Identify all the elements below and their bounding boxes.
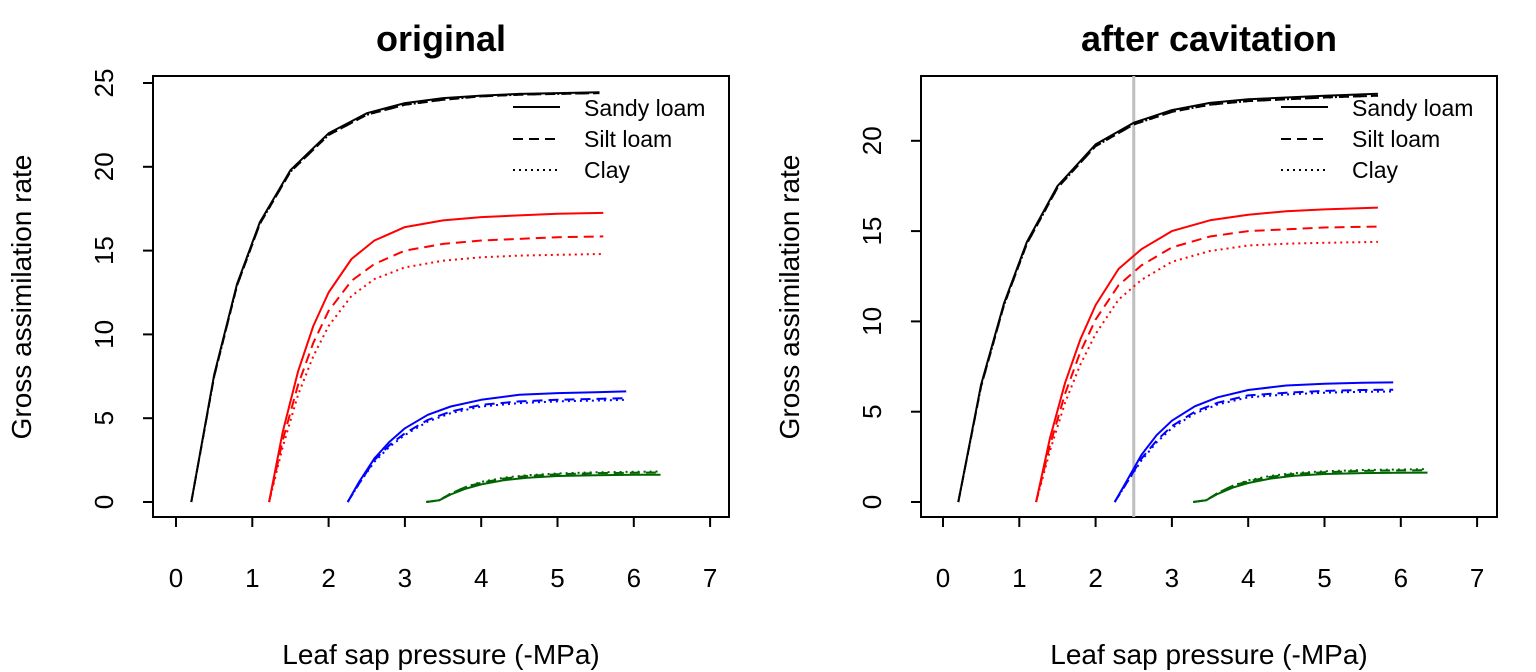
legend-label: Silt loam: [1352, 126, 1440, 152]
series-line-dotted: [1193, 468, 1428, 503]
x-tick-label: 2: [321, 563, 335, 593]
panel-original: original 0 1 2 3 4 5 6 7 0 5 10 15 20 25 Leaf sap pr…: [6, 18, 730, 670]
x-axis-label: Leaf sap pressure (-MPa): [1050, 639, 1367, 670]
legend-label: Sandy loam: [584, 95, 705, 121]
y-tick-label: 20: [89, 152, 119, 181]
series-line-dashed: [1193, 469, 1428, 503]
y-tick-label: 10: [857, 307, 887, 336]
series-line-dashed: [1035, 225, 1378, 503]
series-line-dotted: [1113, 390, 1394, 503]
x-axis: 0 1 2 3 4 5 6 7: [936, 517, 1484, 593]
plot-frame: [152, 75, 730, 518]
series-line-dashed: [1113, 388, 1394, 503]
series-line-dotted: [346, 398, 627, 503]
x-tick-label: 7: [703, 563, 717, 593]
plot-frame: [920, 75, 1498, 518]
y-axis-label: Gross assimilation rate: [6, 155, 37, 440]
series-line-dotted: [1035, 240, 1378, 503]
series-line-dashed: [426, 471, 661, 503]
y-tick-label: 25: [89, 69, 119, 98]
x-tick-label: 0: [169, 563, 183, 593]
x-tick-label: 1: [245, 563, 259, 593]
y-tick-label: 5: [89, 411, 119, 425]
legend-label: Clay: [1352, 157, 1399, 183]
series-line-solid: [957, 92, 1378, 503]
x-tick-label: 3: [398, 563, 412, 593]
series-line-dashed: [346, 397, 627, 503]
series-line-dashed: [190, 92, 600, 503]
x-axis-label: Leaf sap pressure (-MPa): [282, 639, 599, 670]
series-line-solid: [1035, 206, 1378, 503]
x-tick-label: 7: [1470, 563, 1484, 593]
series-lines: [190, 91, 661, 503]
y-tick-label: 0: [857, 495, 887, 509]
y-axis-label: Gross assimilation rate: [774, 155, 805, 440]
x-tick-label: 1: [1012, 563, 1026, 593]
series-lines: [957, 92, 1428, 503]
legend: Sandy loam Silt loam Clay: [513, 95, 705, 183]
chart-title: original: [376, 18, 506, 59]
series-line-dotted: [426, 470, 661, 503]
x-tick-label: 5: [1317, 563, 1331, 593]
y-tick-label: 10: [89, 320, 119, 349]
y-tick-label: 5: [857, 404, 887, 418]
x-tick-label: 2: [1088, 563, 1102, 593]
legend-label: Silt loam: [584, 126, 672, 152]
series-line-dotted: [190, 92, 600, 503]
series-line-solid: [268, 211, 604, 503]
y-tick-label: 20: [857, 126, 887, 155]
y-axis: 0 5 10 15 20: [857, 126, 921, 509]
series-line-dotted: [957, 94, 1378, 503]
x-tick-label: 6: [627, 563, 641, 593]
y-tick-label: 15: [857, 217, 887, 246]
legend-label: Clay: [584, 157, 631, 183]
y-tick-label: 15: [89, 236, 119, 265]
panel-after-cavitation: after cavitation 0 1 2 3 4 5 6 7 0 5 10 15 20 Leaf …: [774, 18, 1498, 670]
legend-label: Sandy loam: [1352, 95, 1473, 121]
x-tick-label: 4: [1241, 563, 1255, 593]
series-line-dotted: [268, 253, 604, 503]
x-tick-label: 4: [474, 563, 488, 593]
y-tick-label: 0: [89, 495, 119, 509]
y-axis: 0 5 10 15 20 25: [89, 69, 153, 509]
series-line-solid: [1113, 381, 1394, 503]
series-line-dashed: [957, 94, 1378, 503]
chart-title: after cavitation: [1081, 18, 1337, 59]
x-tick-label: 3: [1165, 563, 1179, 593]
series-line-dashed: [268, 235, 604, 503]
x-tick-label: 0: [936, 563, 950, 593]
series-line-solid: [190, 91, 600, 503]
x-tick-label: 6: [1394, 563, 1408, 593]
x-axis: 0 1 2 3 4 5 6 7: [169, 517, 717, 593]
series-line-solid: [346, 390, 627, 503]
x-tick-label: 5: [550, 563, 564, 593]
legend: Sandy loam Silt loam Clay: [1281, 95, 1473, 183]
